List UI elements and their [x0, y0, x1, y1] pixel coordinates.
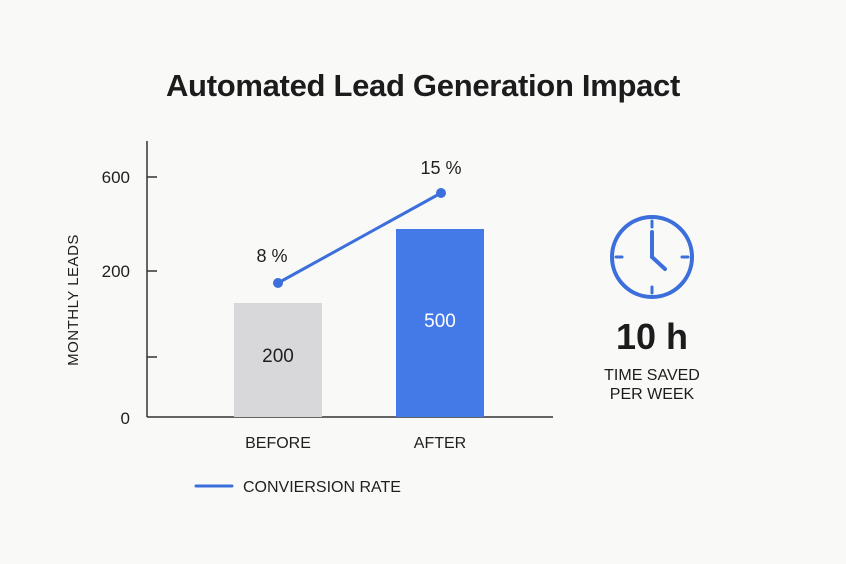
conversion-rate-point: [273, 278, 283, 288]
bar-value-label: 200: [262, 346, 294, 367]
clock-icon: [610, 215, 694, 299]
bar-after: [396, 229, 484, 417]
conversion-rate-label: 15 %: [420, 158, 461, 178]
conversion-rate-point: [436, 188, 446, 198]
caption-line-2: PER WEEK: [609, 386, 695, 403]
bar-value-label: 500: [424, 311, 456, 332]
y-tick-label: 200: [102, 262, 130, 281]
bar-before: [234, 303, 322, 417]
x-tick-label: BEFORE: [245, 435, 311, 452]
x-tick-label: AFTER: [414, 435, 466, 452]
y-tick-label: 600: [102, 168, 130, 187]
time-saved-caption: TIME SAVED PER WEEK: [570, 366, 734, 404]
time-saved-panel: 10 h TIME SAVED PER WEEK: [570, 212, 734, 404]
time-saved-value: 10 h: [615, 316, 689, 357]
y-axis-label: MONTHLY LEADS: [65, 234, 82, 366]
y-tick-label: 0: [121, 409, 130, 428]
chart-title: Automated Lead Generation Impact: [165, 68, 681, 103]
legend-label: CONVIERSION RATE: [243, 479, 401, 496]
conversion-rate-line: [277, 191, 442, 285]
caption-line-1: TIME SAVED: [604, 367, 700, 384]
conversion-rate-label: 8 %: [256, 246, 287, 266]
